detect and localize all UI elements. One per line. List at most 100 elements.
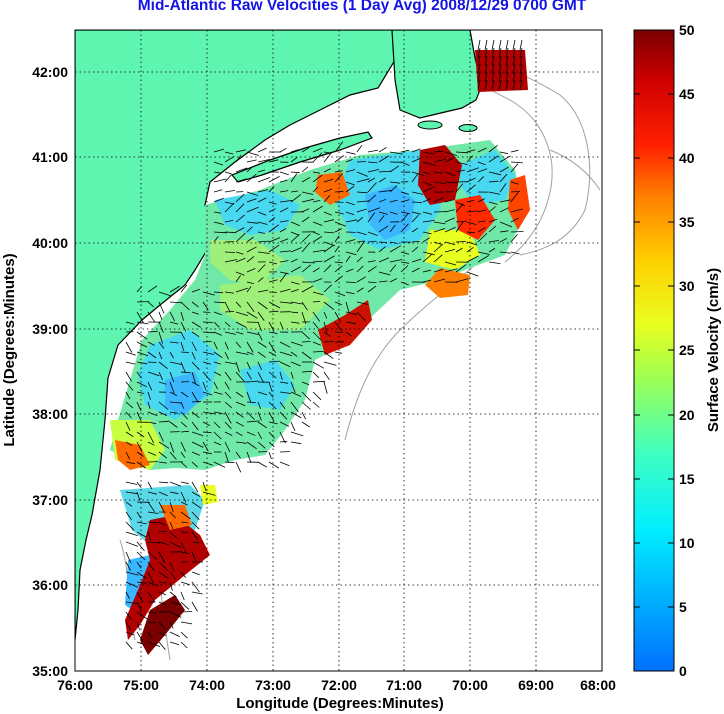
velocity-arrow bbox=[257, 169, 266, 173]
velocity-arrow bbox=[257, 301, 268, 310]
velocity-arrow bbox=[224, 391, 232, 399]
velocity-arrow bbox=[257, 361, 262, 370]
velocity-arrow bbox=[477, 220, 486, 223]
velocity-arrow bbox=[323, 245, 334, 253]
velocity-arrow bbox=[125, 441, 133, 447]
velocity-arrow bbox=[125, 341, 133, 353]
velocity-arrow bbox=[136, 491, 141, 501]
velocity-arrow bbox=[125, 541, 139, 547]
velocity-arrow bbox=[290, 351, 298, 357]
colorbar-label: Surface Velocity (cm/s) bbox=[705, 268, 722, 432]
velocity-arrow bbox=[455, 201, 466, 207]
velocity-arrow bbox=[235, 401, 246, 407]
velocity-arrow bbox=[378, 257, 390, 263]
velocity-arrow bbox=[323, 321, 328, 333]
velocity-arrow bbox=[147, 621, 156, 624]
velocity-arrow bbox=[246, 451, 252, 464]
velocity-arrow bbox=[290, 441, 302, 445]
velocity-arrow bbox=[433, 171, 443, 174]
colorbar-tick-labels: 50 45 40 35 30 25 20 15 10 5 0 bbox=[679, 22, 695, 679]
velocity-arrow bbox=[356, 276, 367, 283]
velocity-arrow bbox=[334, 221, 347, 227]
velocity-arrow bbox=[158, 321, 164, 333]
velocity-arrow bbox=[202, 321, 213, 323]
velocity-arrow bbox=[180, 581, 190, 586]
velocity-arrow bbox=[169, 321, 179, 325]
velocity-arrow bbox=[224, 371, 232, 381]
x-axis-label: Longitude (Degrees:Minutes) bbox=[236, 695, 444, 712]
velocity-arrow bbox=[301, 421, 311, 428]
velocity-arrow bbox=[433, 228, 446, 233]
velocity-arrow bbox=[312, 361, 325, 369]
velocity-arrow bbox=[279, 260, 289, 263]
velocity-arrow bbox=[191, 521, 200, 530]
velocity-arrow bbox=[158, 331, 163, 344]
velocity-arrow bbox=[455, 247, 463, 253]
velocity-arrow bbox=[136, 591, 144, 603]
velocity-arrow bbox=[235, 361, 240, 373]
velocity-arrow bbox=[147, 481, 153, 490]
velocity-arrow bbox=[323, 188, 333, 193]
velocity-arrow bbox=[422, 151, 435, 155]
velocity-arrow bbox=[235, 451, 241, 459]
velocity-arrow bbox=[466, 210, 479, 213]
velocity-arrow bbox=[290, 391, 302, 397]
velocity-arrow bbox=[268, 381, 273, 392]
velocity-arrow bbox=[433, 158, 446, 163]
velocity-arrow bbox=[411, 258, 422, 263]
velocity-arrow bbox=[147, 551, 158, 560]
velocity-arrow bbox=[345, 255, 351, 263]
velocity-arrow bbox=[510, 217, 519, 223]
velocity-arrow bbox=[191, 288, 201, 293]
velocity-arrow bbox=[455, 169, 466, 173]
velocity-arrow bbox=[477, 47, 481, 59]
velocity-arrow bbox=[202, 411, 216, 415]
velocity-arrow bbox=[378, 211, 388, 215]
velocity-arrow bbox=[411, 227, 419, 233]
velocity-arrow bbox=[499, 230, 509, 233]
velocity-arrow bbox=[268, 176, 280, 183]
velocity-arrow bbox=[136, 391, 145, 394]
velocity-arrow bbox=[422, 220, 435, 223]
velocity-arrow bbox=[213, 231, 227, 234]
velocity-arrow bbox=[499, 221, 513, 228]
velocity-arrow bbox=[224, 231, 237, 234]
velocity-arrow bbox=[367, 260, 376, 263]
velocity-arrow bbox=[499, 166, 509, 173]
x-tick-label: 68:00 bbox=[580, 677, 616, 693]
long-island bbox=[230, 131, 373, 183]
velocity-arrow bbox=[147, 431, 155, 444]
velocity-arrow bbox=[147, 521, 158, 524]
velocity-arrow bbox=[290, 381, 296, 393]
velocity-arrow bbox=[246, 286, 252, 293]
velocity-arrow bbox=[466, 155, 473, 163]
y-tick-label: 37:00 bbox=[32, 492, 68, 508]
velocity-arrow bbox=[290, 258, 298, 263]
velocity-arrow bbox=[191, 371, 196, 384]
velocity-arrow bbox=[191, 361, 200, 371]
velocity-arrow bbox=[191, 381, 200, 387]
velocity-arrow bbox=[400, 213, 409, 223]
velocity-arrow bbox=[400, 191, 410, 195]
velocity-arrow bbox=[191, 541, 201, 544]
velocity-arrow bbox=[279, 190, 289, 193]
velocity-arrow bbox=[367, 194, 377, 203]
velocity-arrow bbox=[268, 310, 279, 313]
velocity-arrow bbox=[498, 47, 502, 59]
velocity-arrow bbox=[466, 167, 479, 173]
velocity-arrow bbox=[345, 169, 356, 173]
velocity-arrow bbox=[246, 371, 252, 380]
velocity-arrow bbox=[323, 241, 336, 247]
velocity-arrow bbox=[169, 441, 175, 453]
velocity-arrow bbox=[378, 189, 392, 193]
velocity-arrow bbox=[136, 521, 147, 525]
velocity-arrow bbox=[268, 217, 276, 223]
velocity-arrow bbox=[136, 571, 147, 579]
velocity-arrow bbox=[477, 161, 486, 166]
velocity-arrow bbox=[268, 321, 275, 332]
velocity-arrow bbox=[455, 203, 464, 213]
velocity-arrow bbox=[191, 591, 203, 595]
velocity-arrow bbox=[224, 441, 231, 453]
velocity-arrow bbox=[125, 411, 132, 419]
velocity-arrow bbox=[301, 370, 313, 373]
